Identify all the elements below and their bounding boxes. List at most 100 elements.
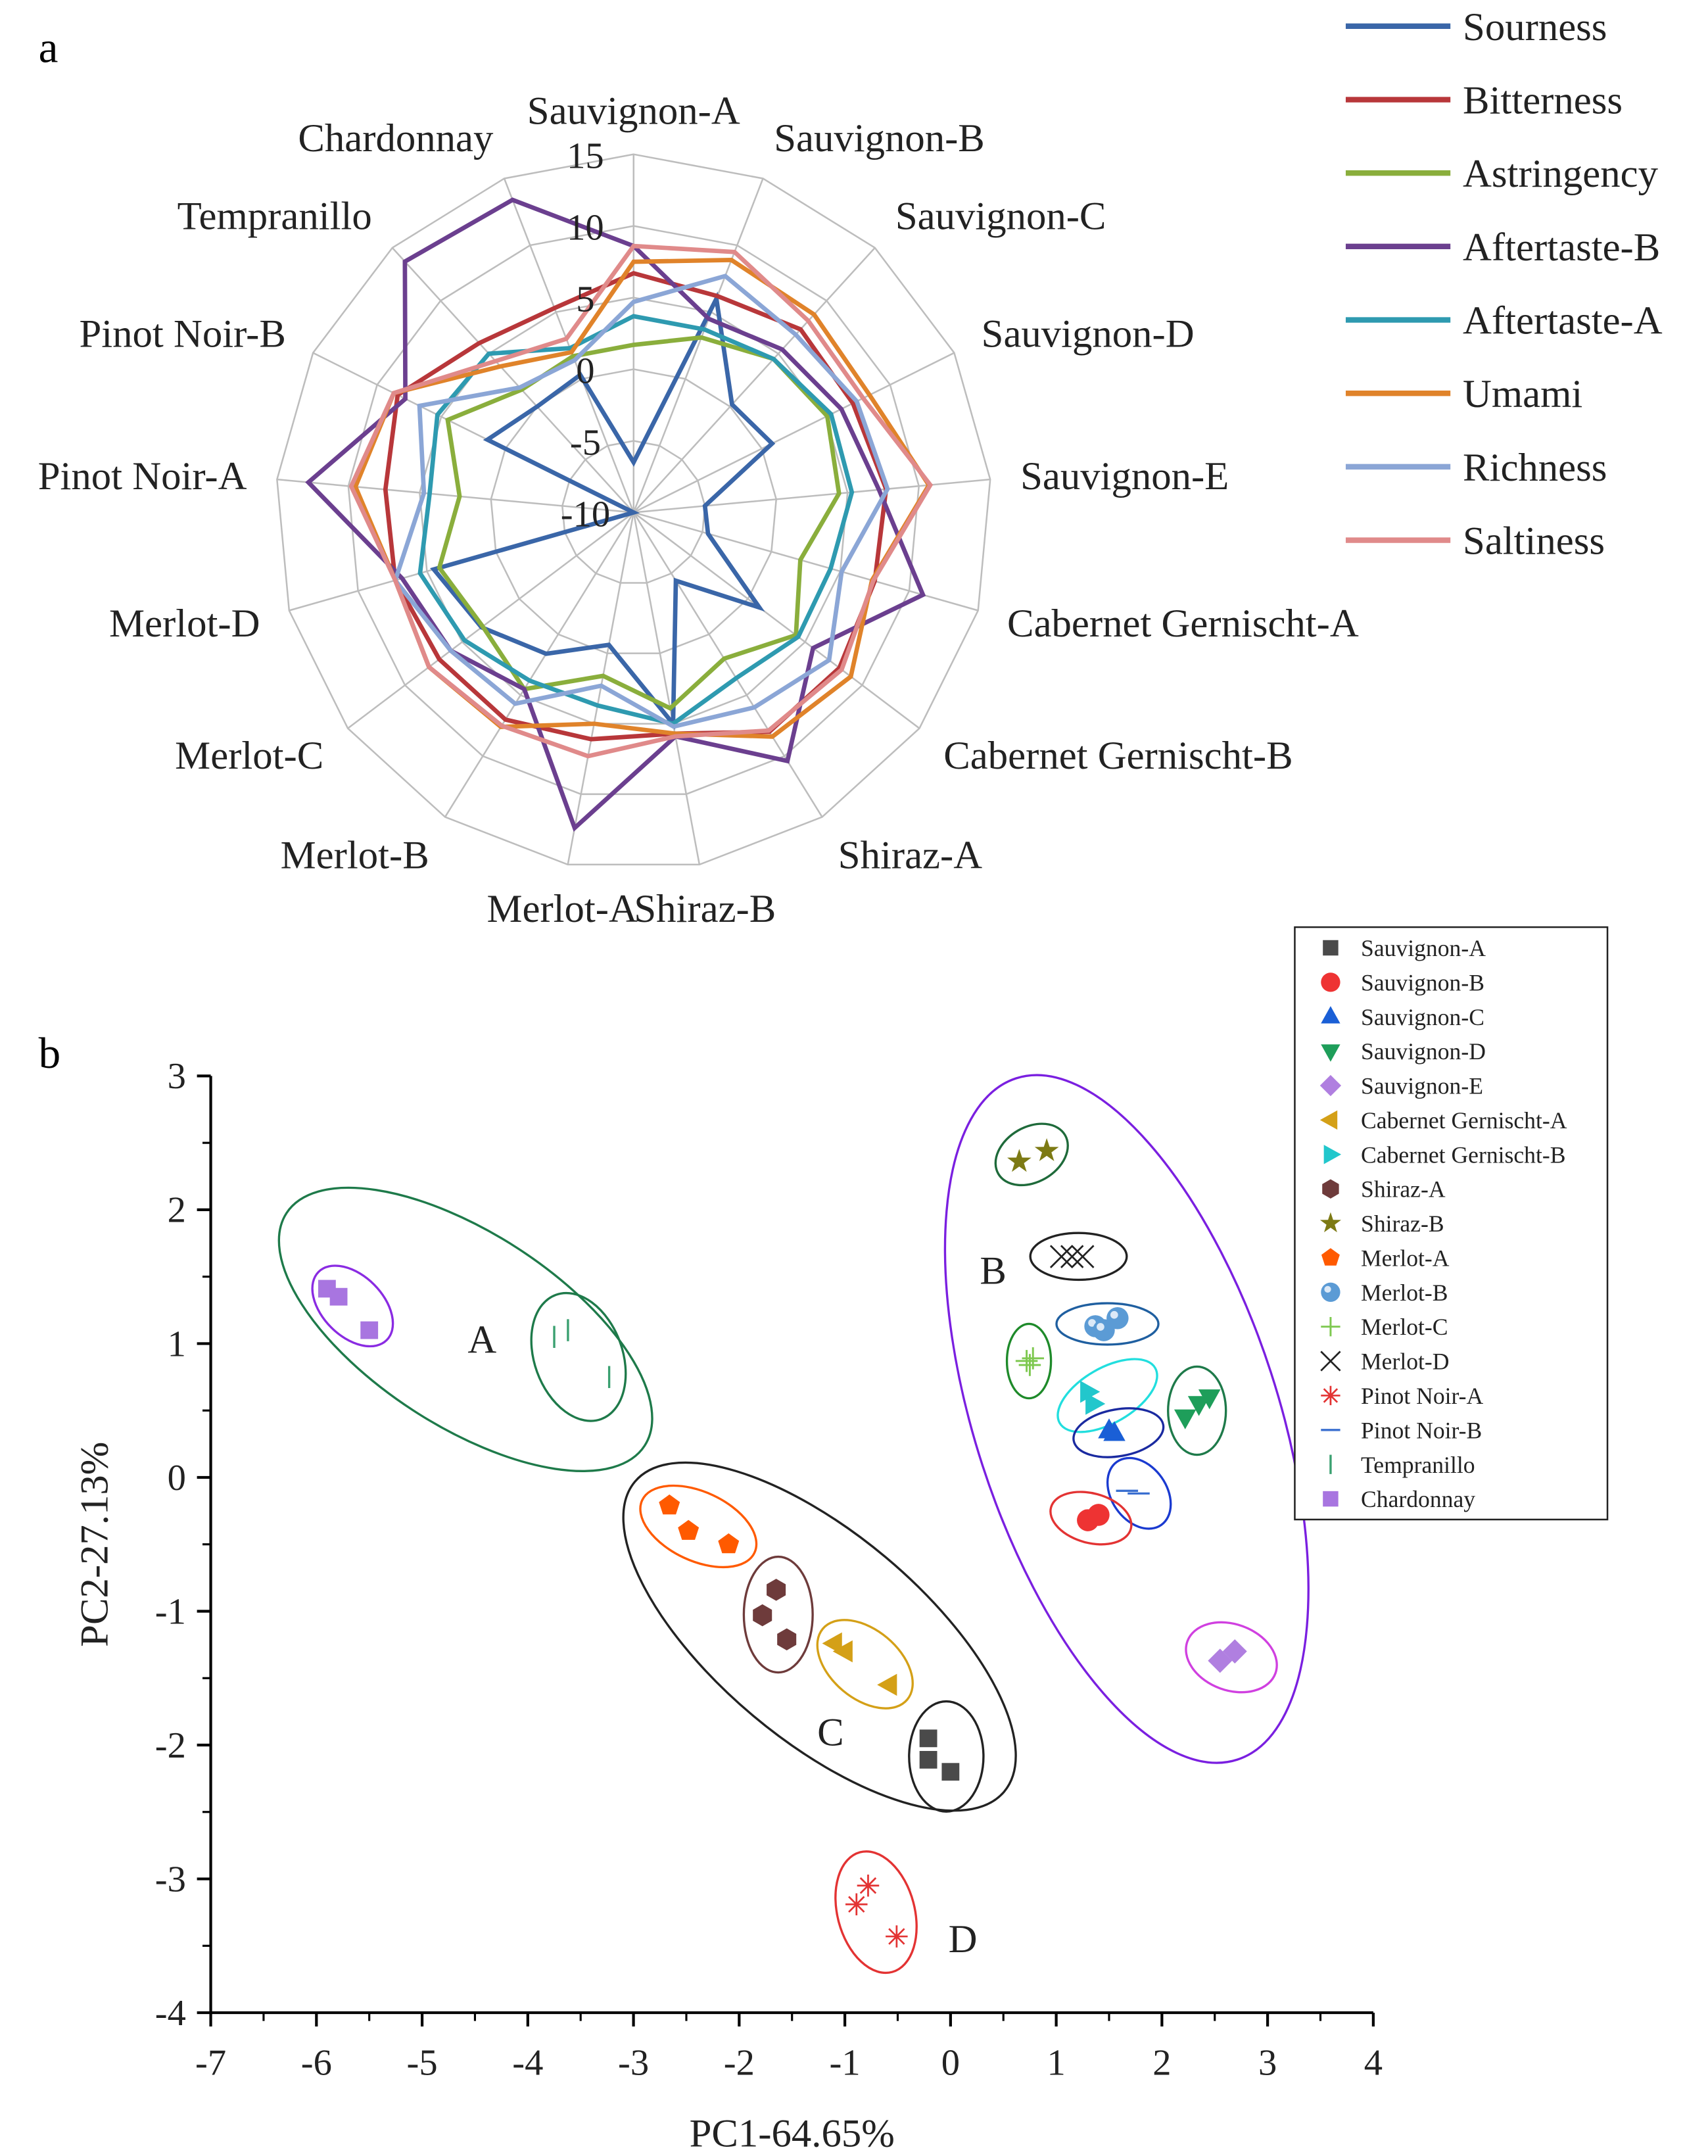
cluster-ellipse bbox=[834, 1850, 918, 1975]
cluster-ellipse bbox=[1029, 1232, 1128, 1282]
cluster-ellipse bbox=[622, 1461, 1017, 1812]
radar-axis-label: Merlot-D bbox=[109, 602, 260, 646]
radar-series-richness bbox=[392, 274, 890, 729]
legend-marker-merlot-b-body bbox=[1321, 1282, 1340, 1302]
cluster-ellipse bbox=[1185, 1621, 1278, 1694]
cluster-label: A bbox=[467, 1318, 496, 1362]
radar-axis-label: Shiraz-B bbox=[634, 887, 776, 931]
y-tick-label: 2 bbox=[168, 1190, 186, 1231]
point-chardonnay bbox=[360, 1321, 379, 1339]
radar-spoke bbox=[632, 178, 764, 513]
x-tick-label: 3 bbox=[1258, 2042, 1277, 2083]
legend-label: Sauvignon-A bbox=[1361, 935, 1486, 961]
radar-tick-label: 5 bbox=[576, 279, 594, 320]
cluster-ellipse bbox=[908, 1700, 985, 1813]
legend-label: Merlot-D bbox=[1361, 1349, 1450, 1375]
radar-axis-label: Sauvignon-E bbox=[1020, 454, 1229, 498]
radar-axis-label: Pinot Noir-A bbox=[38, 454, 247, 498]
radar-axis-label: Pinot Noir-B bbox=[80, 312, 286, 356]
radar-axis-label: Chardonnay bbox=[298, 116, 494, 160]
cluster-ellipse bbox=[994, 1122, 1069, 1187]
legend-label: Pinot Noir-A bbox=[1361, 1383, 1484, 1409]
radar-axis-label: Cabernet Gernischt-B bbox=[943, 734, 1293, 778]
radar-spoke bbox=[633, 352, 955, 514]
point-sauvignon-d bbox=[1174, 1409, 1197, 1429]
legend-label: Shiraz-A bbox=[1361, 1176, 1446, 1203]
y-tick-label: 3 bbox=[168, 1056, 186, 1097]
radar-tick-label: 10 bbox=[567, 208, 604, 249]
radar-axis-label: Sauvignon-C bbox=[895, 194, 1106, 238]
cluster-label: B bbox=[980, 1249, 1007, 1293]
x-tick-label: -6 bbox=[301, 2042, 332, 2083]
point-merlot-b bbox=[1093, 1319, 1115, 1341]
x-tick-label: 4 bbox=[1364, 2042, 1383, 2083]
legend-label: Shiraz-B bbox=[1361, 1210, 1444, 1237]
radar-series-aftertaste-a bbox=[417, 314, 855, 727]
radar-spoke bbox=[277, 478, 634, 514]
point-shiraz-a bbox=[753, 1604, 772, 1627]
cluster-ellipse bbox=[1005, 1322, 1053, 1400]
point-merlot-c bbox=[1015, 1350, 1038, 1372]
legend-label: Chardonnay bbox=[1361, 1486, 1475, 1512]
legend-label: Cabernet Gernischt-A bbox=[1361, 1107, 1567, 1134]
radar-tick-label: -10 bbox=[561, 494, 610, 535]
cluster-ellipse bbox=[1056, 1358, 1158, 1433]
radar-series-aftertaste-b bbox=[305, 197, 926, 832]
legend-label: Cabernet Gernischt-B bbox=[1361, 1141, 1565, 1168]
radar-spoke bbox=[391, 247, 634, 514]
scatter-legend: Sauvignon-A Sauvignon-B Sauvignon-C Sauvign… bbox=[1294, 926, 1609, 1521]
cluster-ellipse bbox=[277, 1186, 653, 1472]
radar-series-saltiness bbox=[348, 243, 934, 759]
legend-label: Astringency bbox=[1463, 152, 1659, 196]
point-merlot-d bbox=[1049, 1245, 1074, 1268]
legend-marker-shiraz-a bbox=[1322, 1179, 1339, 1199]
legend-label: Sauvignon-B bbox=[1361, 969, 1484, 995]
legend-label: Sourness bbox=[1463, 5, 1607, 49]
cluster-ellipse bbox=[1106, 1456, 1172, 1530]
radar-series-sourness bbox=[430, 291, 776, 730]
cluster-ellipse bbox=[1055, 1302, 1160, 1346]
x-tick-label: -3 bbox=[618, 2042, 649, 2083]
cluster-ellipse bbox=[1049, 1491, 1133, 1546]
point-sauvignon-b bbox=[1087, 1504, 1110, 1526]
cluster-ellipse bbox=[311, 1264, 394, 1348]
radar-spoke bbox=[632, 512, 701, 865]
x-tick-label: -1 bbox=[830, 2042, 861, 2083]
legend-marker-merlot-d bbox=[1320, 1351, 1341, 1372]
y-tick-label: -2 bbox=[155, 1725, 186, 1766]
cluster-ellipse bbox=[639, 1484, 758, 1569]
point-pinot-noir-a bbox=[857, 1874, 880, 1897]
point-cabernet-gernischt-b bbox=[1085, 1393, 1106, 1415]
radar-tick-label: -5 bbox=[570, 422, 601, 463]
radar-grid-ring bbox=[347, 225, 920, 796]
radar-axis-label: Cabernet Gernischt-A bbox=[1007, 602, 1359, 646]
point-merlot-c bbox=[1018, 1354, 1041, 1376]
point-cabernet-gernischt-b bbox=[1080, 1380, 1101, 1403]
cluster-ellipse bbox=[943, 1074, 1310, 1764]
point-merlot-a bbox=[659, 1494, 680, 1515]
y-tick-label: 1 bbox=[168, 1324, 186, 1364]
radar-axis-label: Merlot-C bbox=[175, 734, 323, 778]
point-cabernet-gernischt-a bbox=[822, 1632, 842, 1655]
radar-spoke bbox=[444, 512, 634, 818]
radar-spoke bbox=[567, 512, 635, 865]
legend-label: Tempranillo bbox=[1361, 1452, 1475, 1478]
cluster-ellipse bbox=[530, 1291, 627, 1422]
legend-marker-cabernet-gernischt-b bbox=[1323, 1145, 1342, 1164]
point-pinot-noir-a bbox=[886, 1925, 908, 1948]
legend-label: Umami bbox=[1463, 372, 1582, 416]
point-shiraz-b bbox=[1007, 1149, 1032, 1172]
radar-spoke bbox=[633, 512, 920, 729]
legend-label: Pinot Noir-B bbox=[1361, 1417, 1482, 1443]
point-merlot-b-highlight bbox=[1097, 1323, 1104, 1331]
legend-marker-shiraz-b bbox=[1319, 1212, 1341, 1233]
radar-axis-label: Merlot-A bbox=[486, 887, 638, 931]
cluster-label: D bbox=[949, 1917, 978, 1961]
radar-axis-label: Sauvignon-D bbox=[982, 312, 1195, 356]
radar-series-astringency bbox=[437, 335, 842, 711]
point-merlot-b-body bbox=[1093, 1319, 1115, 1341]
point-shiraz-b bbox=[1034, 1138, 1059, 1161]
point-sauvignon-d bbox=[1187, 1396, 1210, 1416]
